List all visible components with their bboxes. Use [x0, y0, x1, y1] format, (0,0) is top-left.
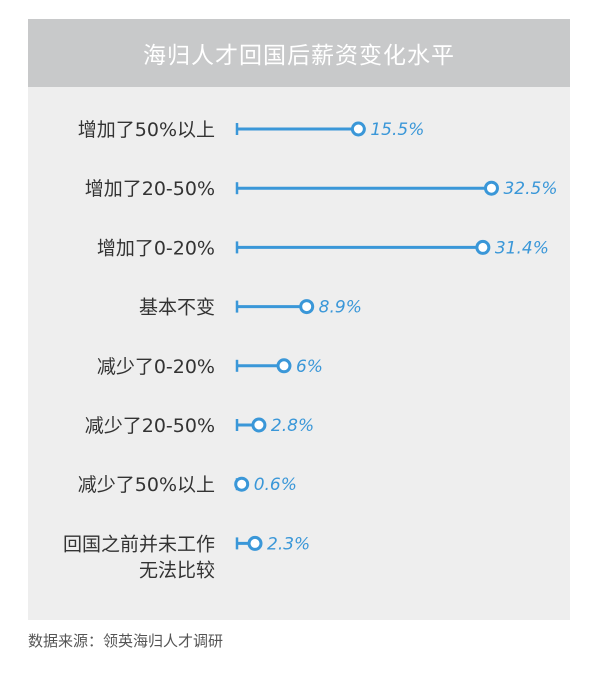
value-label: 31.4% [495, 238, 549, 258]
chart-panel: 增加了50%以上 15.5% 增加了20-50% 32.5% 增加了0-20% 31.4%… [28, 87, 570, 620]
chart-header: 海归人才回国后薪资变化水平 [28, 19, 570, 87]
category-label: 增加了20-50% [85, 178, 215, 200]
value-label: 32.5% [503, 179, 557, 199]
category-label: 增加了0-20% [97, 237, 215, 259]
lollipop-marker [251, 417, 267, 433]
lollipop-marker [299, 299, 315, 315]
value-label: 8.9% [319, 298, 362, 318]
category-label: 回国之前并未工作 [63, 533, 215, 555]
value-label: 2.8% [271, 416, 314, 436]
lollipop-chart: 增加了50%以上 15.5% 增加了20-50% 32.5% 增加了0-20% 31.4%… [63, 119, 558, 581]
category-label: 增加了50%以上 [78, 119, 215, 141]
value-label: 6% [296, 357, 323, 377]
lollipop-marker [475, 239, 491, 255]
category-label: 无法比较 [139, 559, 215, 581]
lollipop-marker [350, 121, 366, 137]
source-note: 数据来源：领英海归人才调研 [28, 632, 224, 650]
lollipop-marker [234, 476, 250, 492]
category-label: 减少了0-20% [97, 356, 215, 378]
lollipop-marker [247, 535, 263, 551]
category-label: 减少了50%以上 [78, 474, 215, 496]
category-label: 基本不变 [139, 297, 215, 319]
value-label: 0.6% [254, 475, 297, 495]
category-label: 减少了20-50% [85, 415, 215, 437]
lollipop-marker [276, 358, 292, 374]
value-label: 2.3% [267, 534, 310, 554]
chart-title: 海归人才回国后薪资变化水平 [143, 43, 455, 69]
lollipop-marker [483, 180, 499, 196]
value-label: 15.5% [370, 120, 424, 140]
